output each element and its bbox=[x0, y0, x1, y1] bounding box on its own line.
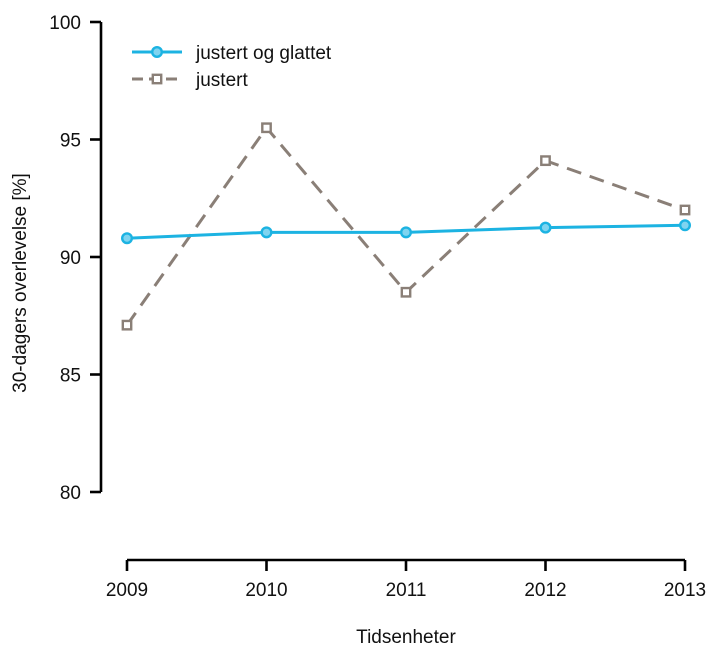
data-point bbox=[679, 204, 691, 216]
legend-label: justert og glattet bbox=[195, 43, 332, 64]
data-point bbox=[121, 319, 133, 331]
y-tick-label: 80 bbox=[60, 483, 81, 504]
y-tick-label: 100 bbox=[49, 13, 81, 34]
x-tick-label: 2011 bbox=[386, 580, 427, 601]
series-justert-og-glattet bbox=[120, 219, 692, 245]
data-point bbox=[540, 155, 551, 167]
legend: justert og glattet justert bbox=[132, 43, 332, 91]
y-tick-label: 90 bbox=[60, 248, 81, 269]
x-tick-label: 2012 bbox=[524, 580, 566, 601]
y-axis-title: 30-dagers overlevelse [%] bbox=[10, 173, 31, 393]
data-point bbox=[261, 122, 272, 134]
x-tick-label: 2010 bbox=[245, 580, 287, 601]
legend-label: justert bbox=[195, 70, 248, 91]
y-axis: 80 85 90 95 100 bbox=[49, 13, 103, 504]
x-axis-title: Tidsenheter bbox=[356, 627, 456, 648]
y-tick-label: 95 bbox=[60, 131, 81, 152]
legend-marker bbox=[151, 73, 163, 85]
data-point bbox=[539, 221, 552, 234]
legend-marker bbox=[150, 46, 163, 59]
x-tick-label: 2013 bbox=[664, 580, 706, 601]
x-axis: 2009 2010 2011 2012 2013 bbox=[106, 558, 706, 601]
data-point bbox=[120, 232, 133, 245]
legend-item: justert og glattet bbox=[132, 43, 332, 64]
series-justert bbox=[121, 122, 691, 331]
data-point bbox=[260, 226, 273, 239]
series-layer bbox=[120, 122, 692, 331]
data-point bbox=[400, 286, 412, 298]
data-point bbox=[679, 219, 692, 232]
y-tick-label: 85 bbox=[60, 366, 81, 387]
x-tick-label: 2009 bbox=[106, 580, 148, 601]
legend-item: justert bbox=[132, 70, 248, 91]
data-point bbox=[400, 226, 413, 239]
